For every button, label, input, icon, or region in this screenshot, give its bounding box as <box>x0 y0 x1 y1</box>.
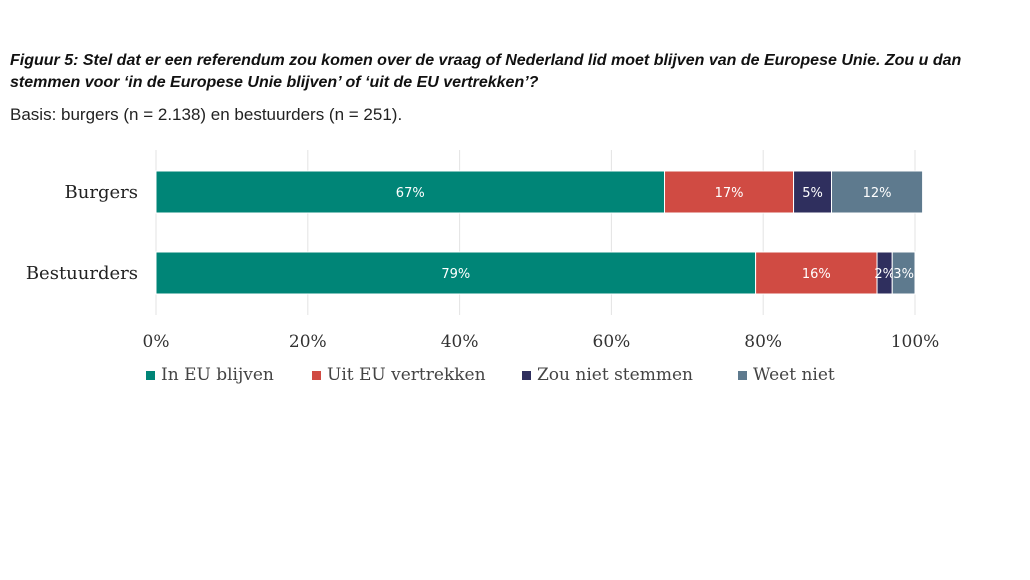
chart-subtitle: Basis: burgers (n = 2.138) en bestuurder… <box>10 105 403 124</box>
x-tick-label: 60% <box>593 332 631 352</box>
data-label: 67% <box>396 186 425 201</box>
data-label: 79% <box>441 267 470 282</box>
bar-segment <box>155 251 757 295</box>
legend-swatch <box>522 371 531 380</box>
x-tick-label: 40% <box>441 332 479 352</box>
legend-label: Zou niet stemmen <box>537 365 693 385</box>
legend-label: Weet niet <box>753 365 835 385</box>
legend-swatch <box>312 371 321 380</box>
x-tick-label: 100% <box>891 332 940 352</box>
chart-title: Figuur 5: Stel dat er een referendum zou… <box>10 52 962 91</box>
data-label: 16% <box>802 267 831 282</box>
legend-swatch <box>738 371 747 380</box>
data-label: 3% <box>893 267 914 282</box>
data-label: 5% <box>802 186 823 201</box>
x-tick-label: 20% <box>289 332 327 352</box>
category-label: Bestuurders <box>26 263 138 284</box>
data-label: 17% <box>715 186 744 201</box>
x-tick-label: 80% <box>744 332 782 352</box>
legend-label: Uit EU vertrekken <box>327 365 486 385</box>
bar-segment <box>891 251 916 295</box>
data-label: 2% <box>874 267 895 282</box>
legend-swatch <box>146 371 155 380</box>
data-label: 12% <box>863 186 892 201</box>
bar-segment <box>831 170 924 214</box>
bar-segment <box>755 251 878 295</box>
stacked-bar-chart: 0% 20% 40% 60% 80% 100% Burgers 67% 17% 5% 12% Best… <box>26 150 940 385</box>
category-label: Burgers <box>65 182 138 203</box>
bar-segment <box>155 170 666 214</box>
x-tick-label: 0% <box>143 332 170 352</box>
legend-label: In EU blijven <box>161 365 274 385</box>
